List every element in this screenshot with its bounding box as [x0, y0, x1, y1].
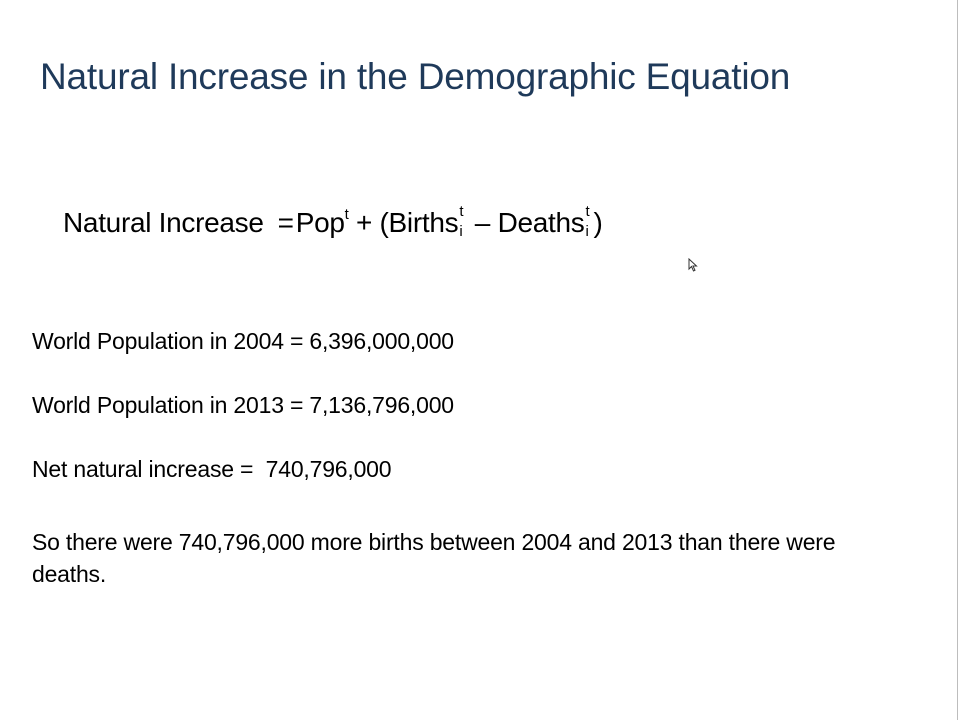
- equation-equals-sign: =: [277, 207, 294, 238]
- equation-deaths: Deaths: [497, 207, 585, 238]
- equation-lhs: Natural Increase: [63, 207, 264, 238]
- mouse-pointer-icon: [688, 257, 698, 272]
- population-2004-line: World Population in 2004 = 6,396,000,000: [32, 328, 454, 354]
- population-2013-line: World Population in 2013 = 7,136,796,000: [32, 392, 454, 418]
- equation-deaths-superscript: t: [585, 203, 590, 220]
- equation-deaths-subscript: i: [585, 223, 589, 240]
- equation-minus: –: [467, 207, 498, 238]
- equation-births-subscript: i: [459, 223, 463, 240]
- net-natural-increase-line: Net natural increase = 740,796,000: [32, 456, 392, 482]
- equation-pop: Pop: [295, 207, 345, 238]
- slide-title: Natural Increase in the Demographic Equa…: [40, 56, 791, 97]
- demographic-equation: Natural Increase =Popt + (Births t i – Deat…: [63, 203, 603, 240]
- equation-births: Births: [388, 207, 459, 238]
- equation-births-superscript: t: [459, 203, 464, 220]
- slide-edge-divider: [957, 0, 958, 720]
- conclusion-paragraph: So there were 740,796,000 more births be…: [32, 529, 836, 587]
- equation-plus-open: + (: [348, 207, 389, 238]
- equation-close-paren: ): [593, 207, 603, 238]
- equation-pop-superscript: t: [344, 205, 349, 223]
